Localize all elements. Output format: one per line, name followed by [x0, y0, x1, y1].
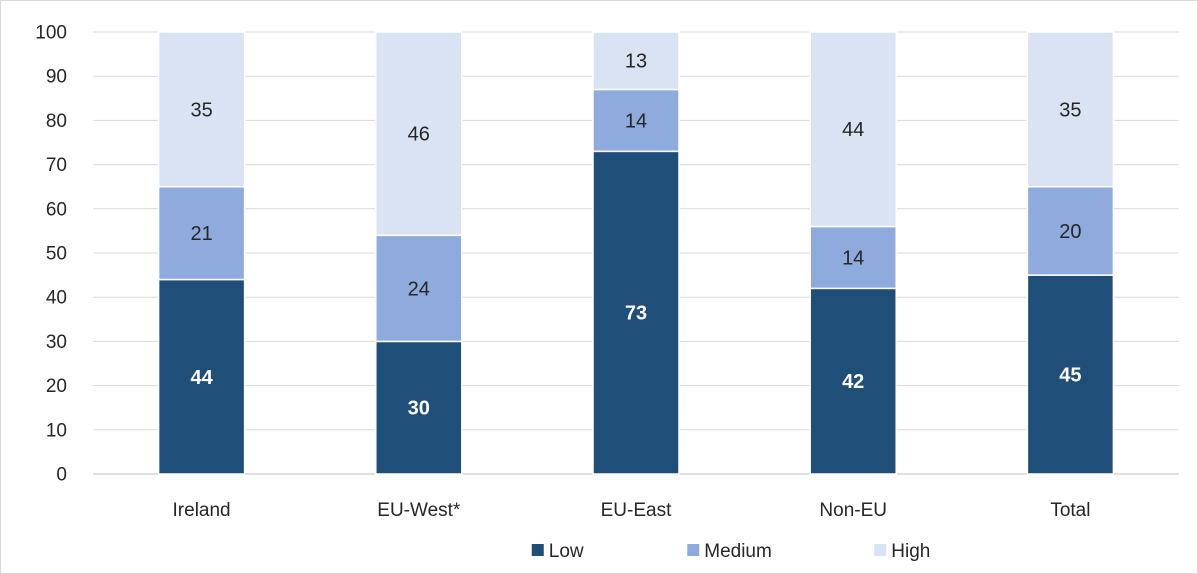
- bar-segment-high: [1026, 31, 1115, 188]
- data-label-medium: 14: [842, 247, 864, 269]
- data-label-low: 73: [625, 303, 647, 325]
- data-label-low: 44: [190, 367, 213, 389]
- data-label-medium: 21: [190, 223, 212, 245]
- x-axis-categories: Ireland EU-West* EU-East Non-EU Total: [173, 500, 1091, 521]
- legend-label-medium: Medium: [704, 541, 772, 562]
- y-tick-label: 20: [46, 376, 67, 397]
- legend-label-low: Low: [549, 541, 584, 562]
- data-label-medium: 20: [1059, 221, 1081, 243]
- bar-segment-low: [809, 287, 897, 475]
- y-tick-label: 50: [46, 244, 67, 265]
- bar-segment-high: [809, 31, 897, 228]
- data-labels: 44 21 35 30 24 46 73 14 13 42 14 44 45 20 35: [190, 51, 1081, 420]
- y-tick-label: 0: [56, 465, 67, 486]
- bar-segment-low: [1026, 274, 1115, 475]
- bars: [157, 31, 1115, 475]
- y-tick-label: 90: [46, 67, 67, 88]
- bar-segment-high: [592, 31, 680, 91]
- legend-swatch-high: [874, 544, 887, 556]
- data-label-high: 35: [190, 99, 212, 121]
- data-label-medium: 24: [408, 278, 430, 300]
- data-label-low: 42: [842, 371, 864, 393]
- x-category-label: EU-East: [601, 500, 672, 521]
- y-tick-label: 10: [46, 420, 67, 441]
- bar-segment-high: [157, 31, 246, 188]
- data-label-low: 45: [1059, 365, 1081, 387]
- bar-segment-medium: [809, 225, 897, 290]
- bar-segment-low: [375, 340, 463, 475]
- legend-swatch-low: [531, 544, 544, 556]
- y-tick-label: 40: [46, 288, 67, 309]
- x-category-label: EU-West*: [377, 500, 461, 521]
- legend-swatch-medium: [687, 544, 700, 556]
- bar-segment-medium: [157, 185, 246, 281]
- y-tick-label: 80: [46, 111, 67, 132]
- legend: Low Medium High: [531, 541, 930, 562]
- legend-label-high: High: [891, 541, 930, 562]
- bar-segment-low: [592, 150, 680, 475]
- x-category-label: Total: [1050, 500, 1090, 521]
- y-tick-label: 70: [46, 155, 67, 176]
- data-label-high: 44: [842, 119, 864, 141]
- y-tick-label: 100: [35, 23, 67, 44]
- data-label-low: 30: [408, 398, 430, 420]
- bar-segment-low: [157, 278, 246, 475]
- data-label-high: 13: [625, 51, 647, 73]
- x-category-label: Ireland: [173, 500, 231, 521]
- bar-segment-medium: [375, 234, 463, 343]
- data-label-high: 35: [1059, 99, 1081, 121]
- bar-segment-high: [375, 31, 463, 237]
- y-tick-label: 30: [46, 332, 67, 353]
- data-label-high: 46: [408, 124, 430, 146]
- y-tick-label: 60: [46, 199, 67, 220]
- data-label-medium: 14: [625, 110, 647, 132]
- x-category-label: Non-EU: [819, 500, 887, 521]
- y-axis-ticks: 0 10 20 30 40 50 60 70 80 90 100: [35, 23, 67, 486]
